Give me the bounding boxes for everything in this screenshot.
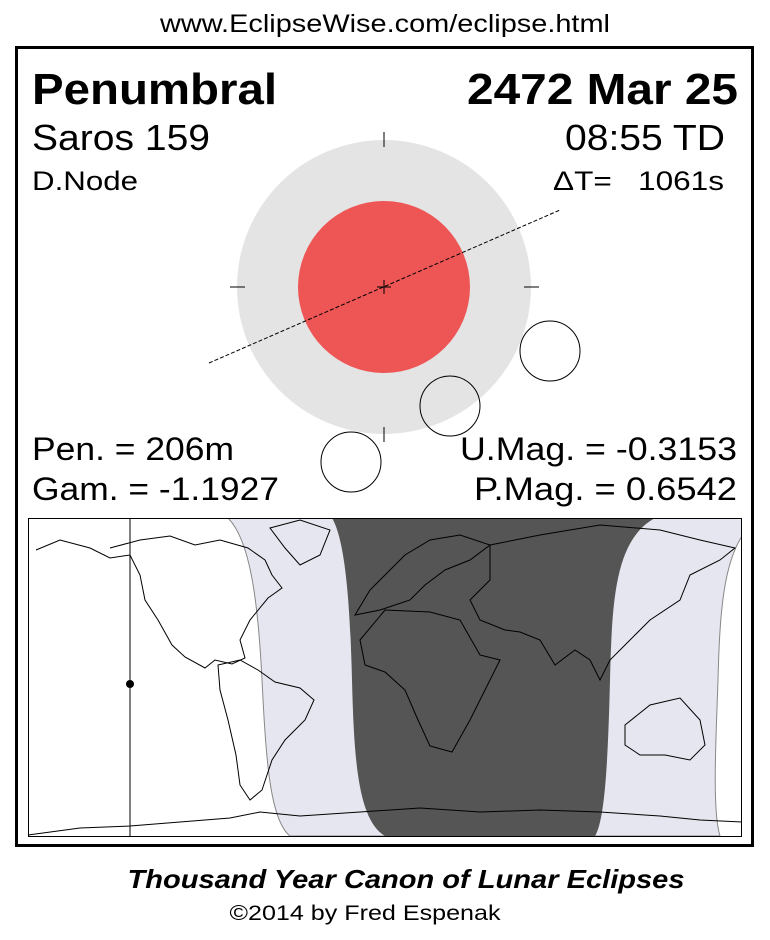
penumbral-magnitude: P.Mag. = 0.6542 xyxy=(474,471,737,507)
eclipse-date: 2472 Mar 25 xyxy=(467,65,738,114)
moon-greatest-eclipse xyxy=(419,375,481,437)
moon-first-contact xyxy=(320,431,382,493)
saros-number: Saros 159 xyxy=(32,117,210,158)
node-label: D.Node xyxy=(32,166,138,196)
canon-title: Thousand Year Canon of Lunar Eclipses xyxy=(128,864,685,894)
axis-ticks xyxy=(230,132,539,442)
shadow-diagram xyxy=(208,132,581,493)
map-frame xyxy=(28,518,742,837)
copyright: ©2014 by Fred Espenak xyxy=(230,902,502,925)
penumbral-duration: Pen. = 206m xyxy=(32,431,234,467)
visibility-map xyxy=(28,518,742,837)
moon-last-contact xyxy=(519,320,581,382)
eclipse-type: Penumbral xyxy=(32,65,277,114)
gamma-value: Gam. = -1.1927 xyxy=(32,471,279,507)
sub-lunar-point xyxy=(126,680,134,688)
outer-frame xyxy=(15,46,754,847)
url-header: www.EclipseWise.com/eclipse.html xyxy=(159,10,610,38)
delta-t: ΔT= 1061s xyxy=(553,166,724,196)
moon-path-line xyxy=(208,209,561,364)
coastlines xyxy=(28,519,742,836)
eclipse-time: 08:55 TD xyxy=(565,117,725,158)
umbral-magnitude: U.Mag. = -0.3153 xyxy=(460,431,737,467)
